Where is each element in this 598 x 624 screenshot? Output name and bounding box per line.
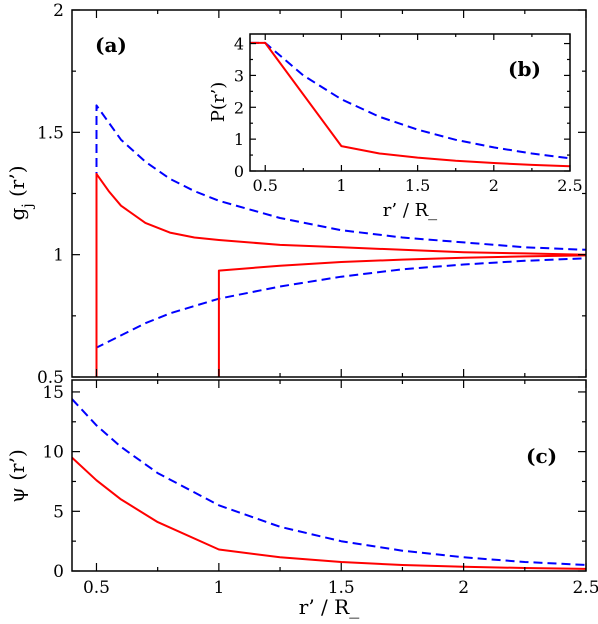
panel-c-xtick-label: 1 [213,578,224,598]
panel-a-ytick-label: 0.5 [37,368,64,388]
panel-a-series-1 [95,257,586,377]
panel-a-ytick-label: 1.5 [37,123,64,143]
panel-a: 0.5 1 1.5 2 (a) gj (r’) [5,1,587,388]
panel-b-ytick-label: 3 [234,66,244,85]
panel-a-series-0 [95,104,586,377]
panel-c-curves [72,398,586,570]
panel-b-inset: 0 1 2 3 4 0.5 1 1.5 2 2.5 (b) P(r’) r’ / R_ [208,33,583,221]
panel-a-series-3 [217,254,586,377]
panel-b-series-1 [250,41,570,168]
panel-a-curves [95,104,586,377]
panel-b-xtick-label: 1.5 [405,176,430,195]
panel-b-xtick-label: 0.5 [253,176,278,195]
panel-c-ytick-label: 5 [53,502,64,522]
panel-b-xtick-label: 2.5 [557,176,582,195]
panel-c-ytick-label: 15 [42,383,64,403]
panel-b-series-0 [250,41,570,160]
panel-c-xtick-label: 0.5 [83,578,110,598]
panel-c-series-0 [72,398,586,566]
panel-a-ylabel-rest: (r’) [5,165,29,203]
panel-b-frame [249,33,571,172]
panel-b-ytick-label: 2 [234,98,244,117]
panel-a-ylabel-main: g [5,208,29,221]
panel-a-ytick-label: 1 [53,246,64,266]
panel-b-ylabel: P(r’) [208,82,229,122]
panel-b-xlabel: r’ / R_ [383,200,437,221]
panel-c-ticks: 0 5 10 15 0.5 1 1.5 2 2.5 [42,380,598,598]
panel-b-xtick-label: 2 [489,176,499,195]
panel-c-label: (c) [526,444,557,468]
panel-b-ytick-label: 1 [234,130,244,149]
panel-a-series-2 [95,172,586,377]
panel-c-series-1 [72,456,586,570]
panel-b-ticks: 0 1 2 3 4 0.5 1 1.5 2 2.5 [234,34,583,195]
panel-b-ytick-label: 0 [234,162,244,181]
panel-b-background [250,34,570,171]
panel-a-ytick-label: 2 [53,1,64,21]
panel-c-xtick-label: 1.5 [328,578,355,598]
panel-a-ylabel-sub: j [20,203,36,209]
panel-b-label: (b) [508,57,541,81]
panel-c-xlabel: r’ / R_ [299,595,359,619]
panel-a-label: (a) [95,33,127,57]
panel-b-curves [250,41,570,168]
panel-c-ytick-label: 10 [42,443,64,463]
panel-b-ytick-label: 4 [234,35,244,54]
panel-c-xtick-label: 2.5 [572,578,598,598]
panel-a-ticks: 0.5 1 1.5 2 [37,1,587,388]
panel-c-ytick-label: 0 [53,562,64,582]
panel-a-ylabel: gj (r’) [5,165,36,220]
panel-c-xtick-label: 2 [458,578,469,598]
panel-c-ylabel: ψ (r’) [5,449,29,503]
panel-b-xtick-label: 1 [336,176,346,195]
panel-c: 0 5 10 15 0.5 1 1.5 2 2.5 (c) ψ (r’) r’ / R_ [5,379,598,619]
panel-c-frame [71,379,587,572]
